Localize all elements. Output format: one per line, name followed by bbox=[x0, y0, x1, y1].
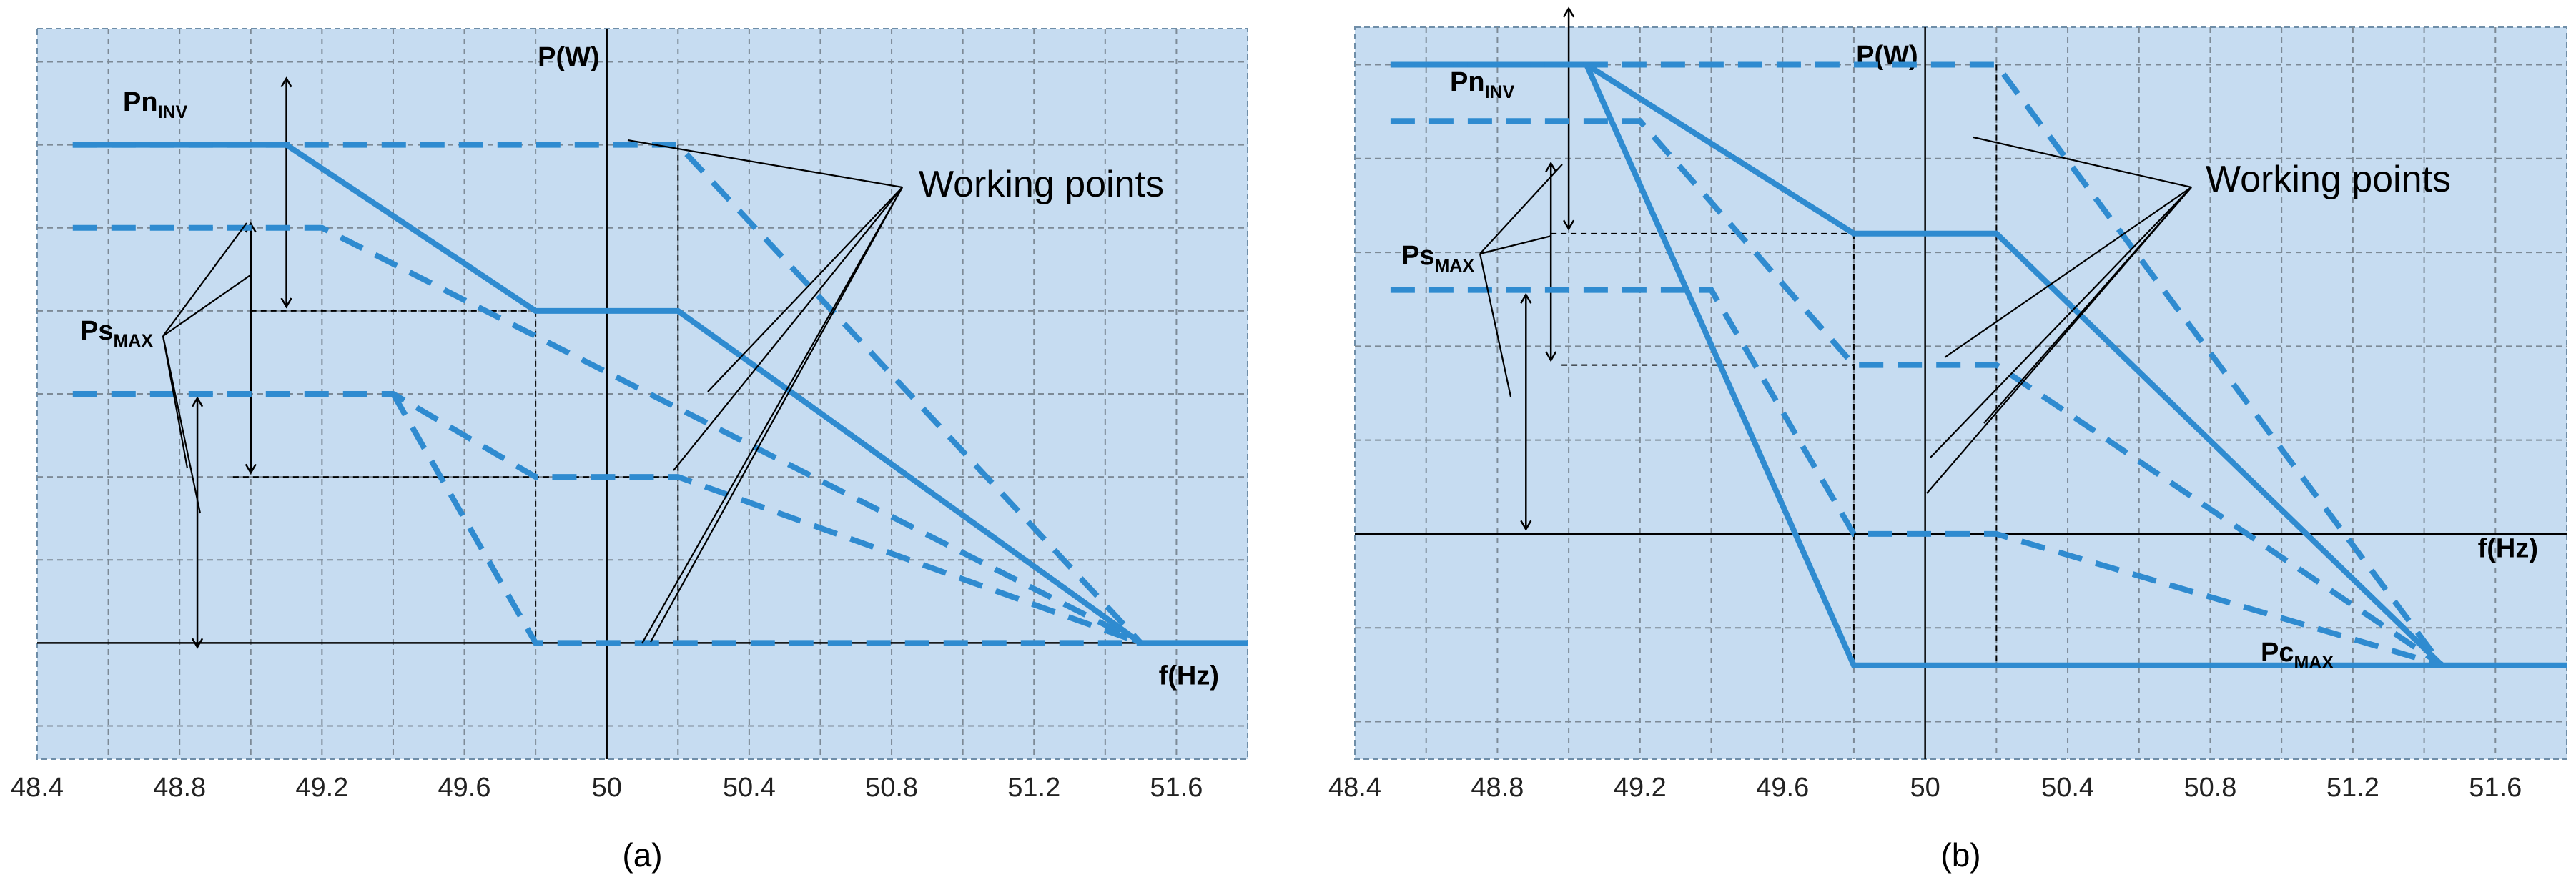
x-tick-label: 51.2 bbox=[1007, 773, 1060, 803]
dashed-series-line-2 bbox=[72, 142, 1143, 646]
leader-line bbox=[1479, 164, 1563, 254]
leader-line bbox=[1479, 253, 1512, 397]
dashed-series-line-5 bbox=[1390, 287, 2443, 668]
x-tick-label: 50 bbox=[592, 773, 622, 803]
range-arrow bbox=[280, 76, 292, 309]
x-tick-label: 48.4 bbox=[11, 773, 64, 803]
x-tick-label: 50.8 bbox=[2183, 773, 2236, 803]
leader-line bbox=[162, 222, 247, 337]
dashed-series-line-4 bbox=[72, 391, 1142, 646]
range-arrow bbox=[1520, 292, 1532, 531]
dashed-series-line-3 bbox=[72, 224, 1143, 646]
working-points-label: Working points bbox=[2206, 159, 2451, 200]
x-tick-label: 48.8 bbox=[153, 773, 206, 803]
x-tick-label: 50.4 bbox=[2041, 773, 2094, 803]
range-arrow bbox=[1545, 161, 1557, 362]
leader-line bbox=[641, 187, 903, 644]
leader-line bbox=[1983, 187, 2192, 424]
x-tick-label: 48.8 bbox=[1471, 773, 1524, 803]
x-tick-label: 49.2 bbox=[1614, 773, 1667, 803]
x-tick-label: 49.2 bbox=[295, 773, 348, 803]
x-tick-label: 51.6 bbox=[2469, 773, 2522, 803]
x-axis-title: f(Hz) bbox=[1159, 661, 1219, 691]
panel-caption: (b) bbox=[1940, 836, 1980, 874]
leader-line bbox=[1479, 234, 1552, 255]
working-points-label: Working points bbox=[919, 164, 1164, 205]
x-axis-title: f(Hz) bbox=[2478, 534, 2538, 564]
x-tick-label: 51.2 bbox=[2326, 773, 2379, 803]
leader-line bbox=[1930, 187, 2192, 458]
pn-inv-label: PnINV bbox=[123, 87, 188, 122]
plot-area bbox=[1354, 26, 2567, 760]
leader-line bbox=[673, 187, 903, 471]
leader-line bbox=[1973, 136, 2192, 189]
chart-panel-b: 48.4 48.8 49.2 49.6 50 50.4 50.8 51.2 51.6P(W)f(… bbox=[1328, 6, 2567, 874]
x-tick-label: 50 bbox=[1910, 773, 1940, 803]
pn-inv-label: PnINV bbox=[1450, 67, 1515, 102]
x-tick-label: 49.6 bbox=[438, 773, 491, 803]
dashed-series-line-4 bbox=[1390, 118, 2444, 668]
x-tick-label: 50.8 bbox=[865, 773, 918, 803]
x-tick-label: 49.6 bbox=[1756, 773, 1809, 803]
leader-line bbox=[162, 335, 202, 514]
ps-max-label: PsMAX bbox=[1401, 241, 1474, 276]
x-tick-label: 51.6 bbox=[1150, 773, 1203, 803]
leader-line bbox=[627, 139, 903, 189]
pc-max-label: PcMAX bbox=[2261, 638, 2334, 673]
leader-line bbox=[162, 275, 251, 337]
x-tick-label: 50.4 bbox=[723, 773, 776, 803]
leader-line bbox=[707, 187, 903, 392]
range-arrow bbox=[191, 396, 204, 649]
panel-caption: (a) bbox=[622, 836, 662, 874]
ps-max-label: PsMAX bbox=[80, 316, 153, 351]
dashed-series-line-3 bbox=[1390, 61, 2444, 668]
solid-series-line-2 bbox=[1584, 63, 2442, 668]
leader-line bbox=[1944, 187, 2192, 358]
y-axis-title: P(W) bbox=[538, 42, 600, 72]
chart-panel-a: 48.4 48.8 49.2 49.6 50 50.4 50.8 51.2 51.6 P(W) f(… bbox=[11, 28, 1248, 874]
dashed-series-line-5 bbox=[390, 392, 1141, 646]
leader-line bbox=[650, 187, 903, 643]
x-tick-label: 48.4 bbox=[1328, 773, 1381, 803]
